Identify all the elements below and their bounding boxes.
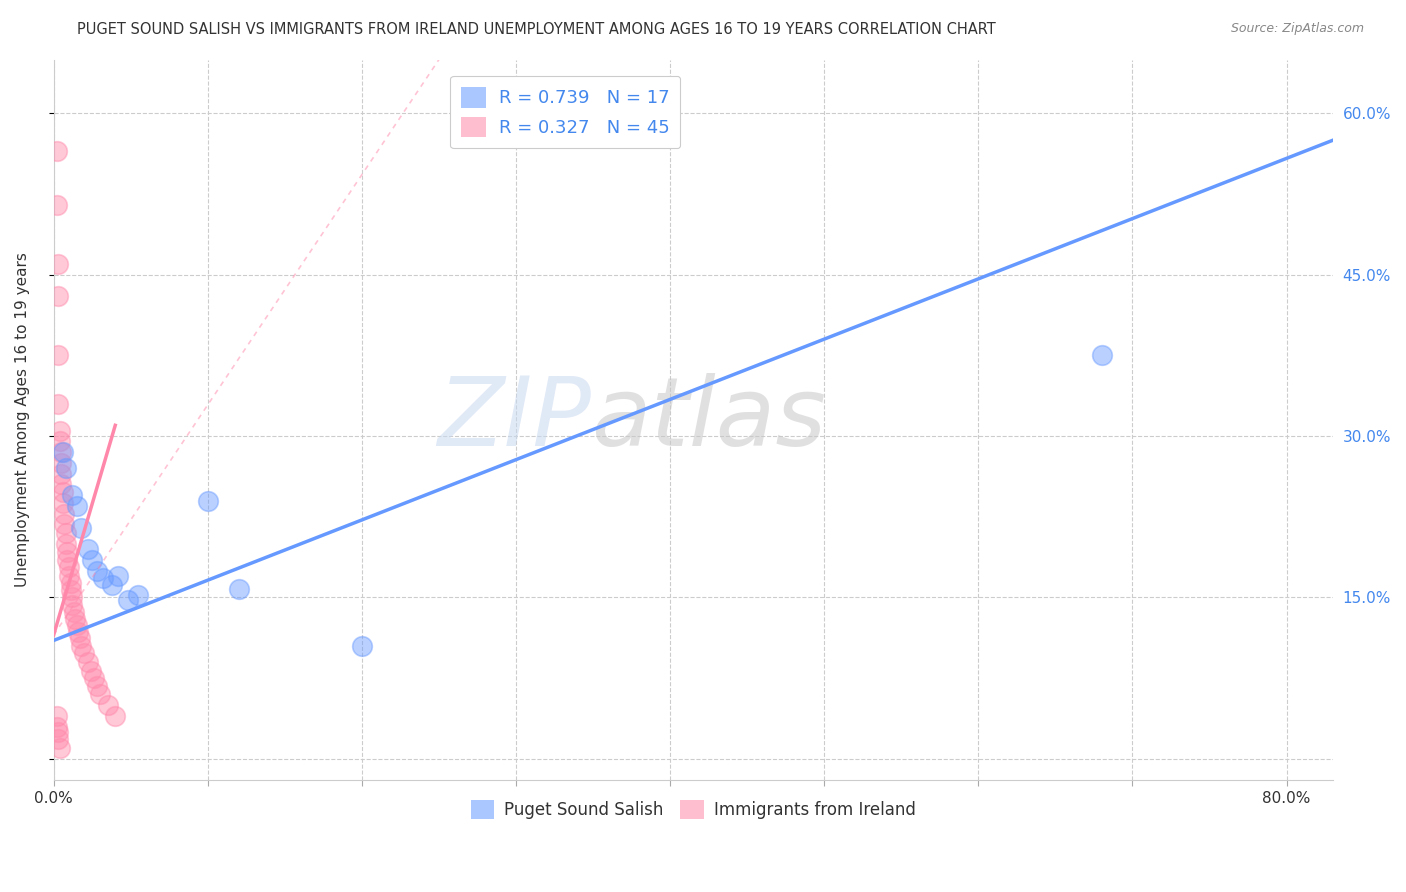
Point bbox=[55, 525, 77, 540]
Point bbox=[89, 687, 111, 701]
Point bbox=[70, 639, 93, 653]
Legend: Puget Sound Salish, Immigrants from Ireland: Puget Sound Salish, Immigrants from Irel… bbox=[464, 794, 922, 826]
Point bbox=[127, 588, 149, 602]
Point bbox=[45, 144, 67, 158]
Point bbox=[51, 456, 73, 470]
Point bbox=[45, 719, 67, 733]
Point bbox=[55, 461, 77, 475]
Point bbox=[67, 624, 90, 639]
Point bbox=[117, 592, 139, 607]
Point bbox=[60, 488, 83, 502]
Point bbox=[76, 542, 98, 557]
Point bbox=[70, 520, 93, 534]
Point bbox=[59, 576, 82, 591]
Point bbox=[59, 582, 82, 597]
Point bbox=[1091, 348, 1114, 362]
Point bbox=[46, 289, 69, 303]
Point bbox=[107, 569, 129, 583]
Point bbox=[91, 571, 114, 585]
Point bbox=[66, 618, 89, 632]
Point bbox=[82, 553, 104, 567]
Point bbox=[53, 507, 76, 521]
Point bbox=[46, 348, 69, 362]
Point bbox=[58, 569, 80, 583]
Point bbox=[60, 598, 83, 612]
Point bbox=[66, 499, 89, 513]
Point bbox=[51, 445, 73, 459]
Point bbox=[55, 536, 77, 550]
Point bbox=[104, 708, 127, 723]
Y-axis label: Unemployment Among Ages 16 to 19 years: Unemployment Among Ages 16 to 19 years bbox=[15, 252, 30, 588]
Point bbox=[51, 477, 73, 491]
Text: atlas: atlas bbox=[591, 374, 825, 467]
Point bbox=[46, 257, 69, 271]
Point bbox=[56, 545, 79, 559]
Point bbox=[58, 560, 80, 574]
Point bbox=[350, 639, 373, 653]
Point bbox=[53, 517, 76, 532]
Point bbox=[83, 671, 105, 685]
Point bbox=[63, 612, 86, 626]
Point bbox=[51, 467, 73, 481]
Point bbox=[62, 606, 84, 620]
Point bbox=[52, 485, 75, 500]
Point bbox=[46, 732, 69, 747]
Point bbox=[101, 577, 124, 591]
Point bbox=[46, 725, 69, 739]
Point bbox=[49, 741, 72, 756]
Point bbox=[73, 646, 96, 660]
Point bbox=[52, 496, 75, 510]
Point bbox=[56, 553, 79, 567]
Point bbox=[45, 708, 67, 723]
Point bbox=[86, 679, 108, 693]
Text: Source: ZipAtlas.com: Source: ZipAtlas.com bbox=[1230, 22, 1364, 36]
Text: PUGET SOUND SALISH VS IMMIGRANTS FROM IRELAND UNEMPLOYMENT AMONG AGES 16 TO 19 Y: PUGET SOUND SALISH VS IMMIGRANTS FROM IR… bbox=[77, 22, 995, 37]
Point bbox=[86, 564, 108, 578]
Point bbox=[79, 664, 101, 678]
Point bbox=[69, 632, 91, 646]
Point bbox=[197, 493, 219, 508]
Point bbox=[46, 397, 69, 411]
Point bbox=[228, 582, 250, 596]
Text: ZIP: ZIP bbox=[437, 374, 591, 467]
Point bbox=[52, 445, 75, 459]
Point bbox=[49, 424, 72, 438]
Point bbox=[60, 591, 83, 605]
Point bbox=[76, 655, 98, 669]
Point bbox=[96, 698, 118, 712]
Point bbox=[45, 198, 67, 212]
Point bbox=[49, 434, 72, 449]
